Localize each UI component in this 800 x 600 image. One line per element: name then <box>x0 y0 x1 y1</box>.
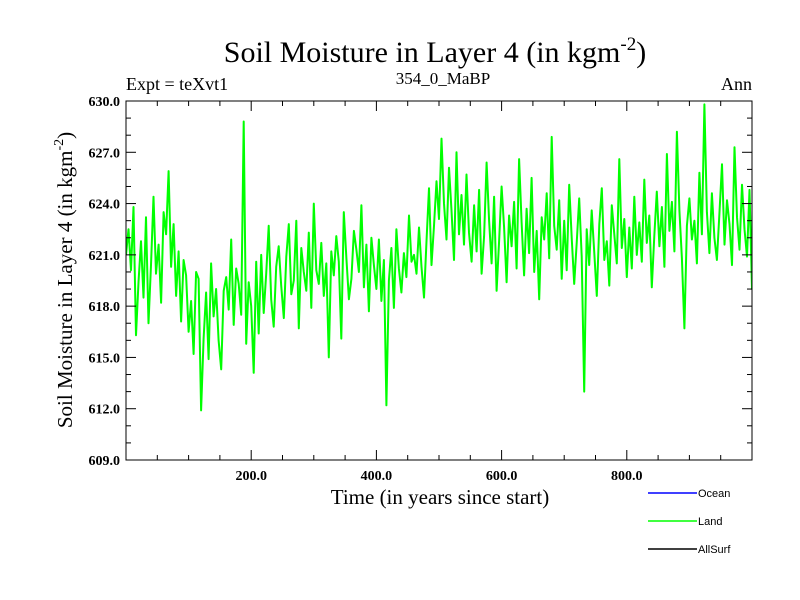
x-tick-label: 200.0 <box>235 469 267 484</box>
y-axis-label: Soil Moisture in Layer 4 (in kgm-2) <box>52 132 77 428</box>
experiment-label: Expt = teXvt1 <box>126 74 228 94</box>
legend-label-land: Land <box>698 516 722 528</box>
x-tick-label: 800.0 <box>611 469 643 484</box>
legend-label-allsurf: AllSurf <box>698 544 731 556</box>
y-axis-ticks: 609.0 612.0 615.0 618.0 621.0 624.0 627.0 630.0 <box>89 95 752 469</box>
legend-label-ocean: Ocean <box>698 488 730 500</box>
y-tick-label: 624.0 <box>89 198 121 213</box>
x-axis-ticks: 200.0 400.0 600.0 800.0 <box>156 101 722 484</box>
season-label: Ann <box>721 74 752 94</box>
period-label: 354_0_MaBP <box>396 69 490 88</box>
x-axis-label: Time (in years since start) <box>331 485 550 509</box>
x-tick-label: 400.0 <box>361 469 393 484</box>
x-tick-label: 600.0 <box>486 469 518 484</box>
y-tick-label: 615.0 <box>89 351 121 366</box>
series-line-land <box>126 103 752 412</box>
y-tick-label: 630.0 <box>89 95 121 110</box>
y-tick-label: 612.0 <box>89 403 121 418</box>
plot-frame <box>125 100 753 461</box>
y-tick-label: 627.0 <box>89 146 121 161</box>
series-layer <box>126 103 752 412</box>
y-tick-label: 609.0 <box>89 454 121 469</box>
legend: Ocean Land AllSurf <box>648 488 731 556</box>
y-tick-label: 621.0 <box>89 249 121 264</box>
y-tick-label: 618.0 <box>89 300 121 315</box>
chart-title: Soil Moisture in Layer 4 (in kgm-2) <box>224 34 646 69</box>
